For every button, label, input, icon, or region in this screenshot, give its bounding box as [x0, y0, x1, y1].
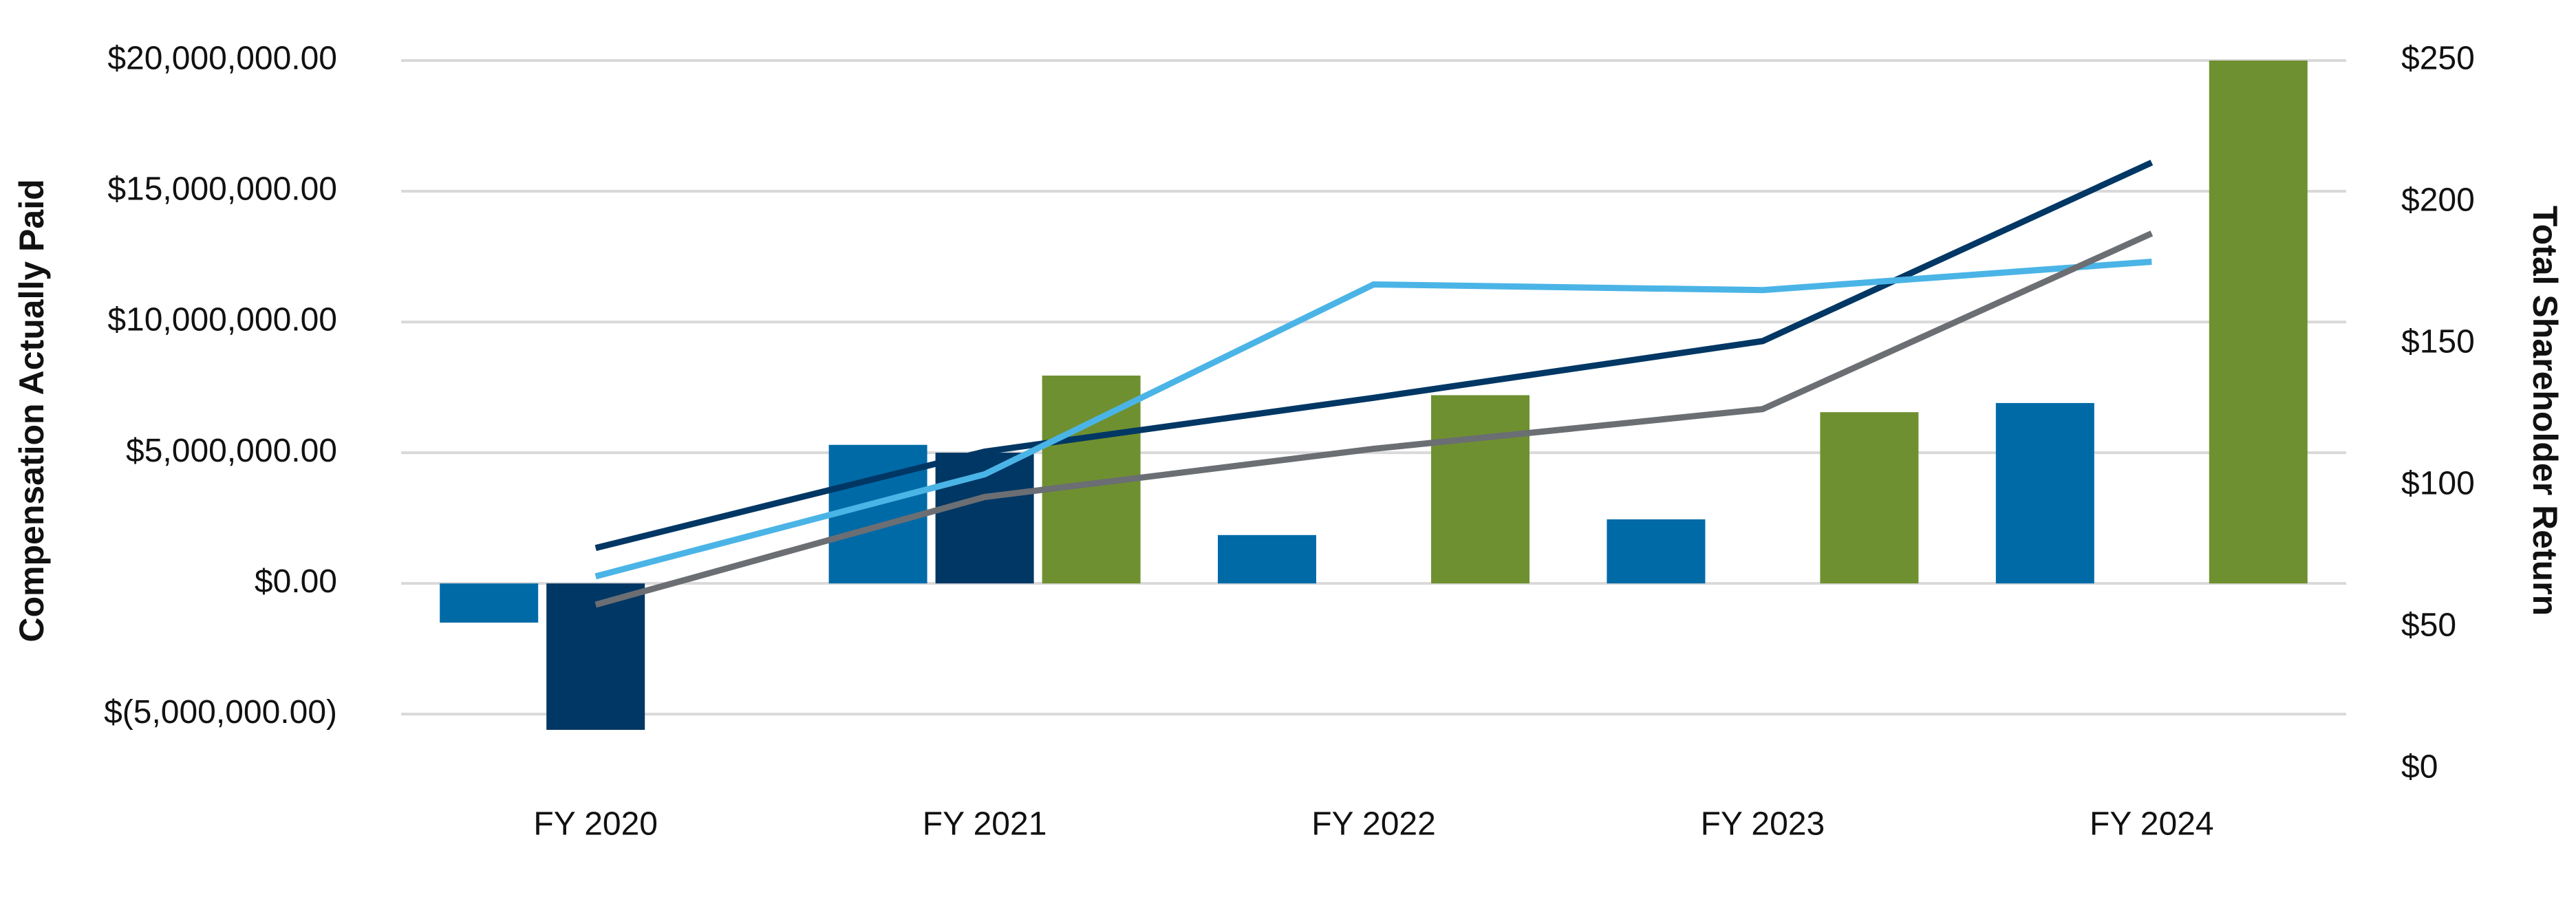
x-tick-label: FY 2020	[533, 806, 658, 843]
bar	[1607, 519, 1706, 584]
bar	[1820, 412, 1919, 584]
y-tick-label: $0.00	[255, 563, 337, 600]
x-tick-label: FY 2024	[2090, 806, 2214, 843]
x-tick-label: FY 2021	[923, 806, 1047, 843]
y-tick-label: $15,000,000.00	[107, 171, 337, 208]
y-tick-label: $10,000,000.00	[107, 302, 337, 338]
y2-axis-title: Total Shareholder Return	[2526, 206, 2564, 616]
bar	[1431, 395, 1530, 584]
x-tick-label: FY 2023	[1701, 806, 1825, 843]
bar	[440, 583, 539, 623]
bar	[1218, 534, 1316, 584]
bar	[1995, 402, 2094, 584]
y-axis-title: Compensation Actually Paid	[12, 179, 51, 642]
y-tick-label: $20,000,000.00	[107, 41, 337, 77]
y2-tick-label: $200	[2401, 182, 2475, 219]
bar	[2209, 61, 2308, 584]
y2-tick-label: $250	[2401, 41, 2475, 77]
bar	[546, 583, 645, 730]
y2-tick-label: $50	[2401, 607, 2456, 644]
y2-tick-label: $100	[2401, 466, 2475, 502]
x-tick-label: FY 2022	[1311, 806, 1436, 843]
y-tick-label: $5,000,000.00	[126, 433, 337, 469]
y2-tick-label: $0	[2401, 749, 2438, 786]
line	[594, 230, 2154, 608]
line	[594, 259, 2152, 580]
y-tick-label: $(5,000,000.00)	[104, 694, 337, 731]
y2-tick-label: $150	[2401, 324, 2475, 360]
